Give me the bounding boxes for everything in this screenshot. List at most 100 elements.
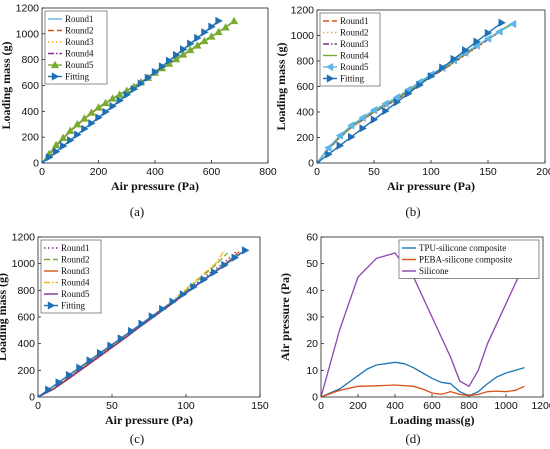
- legend: TPU-silicone composite PEBA-silicone comp…: [398, 239, 540, 279]
- series-point: [109, 102, 117, 111]
- y-tick-label: 800: [296, 56, 314, 68]
- series-point: [115, 90, 124, 98]
- x-tick-label: 600: [203, 166, 221, 178]
- y-axis-title: Loading mass (g): [274, 42, 288, 130]
- series-point: [94, 103, 103, 111]
- series-point: [95, 113, 103, 122]
- y-tick-label: 200: [17, 365, 35, 377]
- series-point: [52, 147, 61, 156]
- series-line: [321, 384, 525, 397]
- y-tick-label: 40: [306, 285, 318, 297]
- x-tick-label: 200: [536, 166, 550, 178]
- legend-label: Round1: [61, 243, 90, 253]
- caption-b: (b): [405, 204, 421, 219]
- series-point: [508, 19, 517, 29]
- legend-label: Round2: [340, 28, 369, 38]
- y-tick-label: 1000: [291, 30, 315, 42]
- x-tick-label: 200: [349, 400, 367, 412]
- series-point: [200, 275, 208, 284]
- series-point: [346, 121, 355, 130]
- legend-marker: [50, 60, 60, 69]
- series-point: [60, 141, 68, 151]
- series-point: [108, 94, 117, 102]
- series-point: [498, 18, 506, 27]
- series-point: [130, 85, 139, 94]
- caption-d: (d): [405, 431, 421, 446]
- y-tick-label: 600: [296, 81, 314, 93]
- y-tick-label: 600: [21, 80, 39, 92]
- series-point: [427, 72, 436, 81]
- series-point: [382, 106, 390, 116]
- series-point: [381, 99, 389, 108]
- series-point: [392, 93, 400, 102]
- legend-label: Fitting: [340, 74, 365, 84]
- series-point: [210, 268, 219, 277]
- series-point: [52, 140, 61, 149]
- x-tick-label: 0: [35, 400, 41, 412]
- series-point: [358, 113, 366, 122]
- y-tick-label: 800: [21, 54, 39, 66]
- y-tick-label: 1000: [16, 28, 40, 40]
- series-point: [179, 50, 188, 58]
- y-tick-label: 400: [21, 106, 39, 118]
- series-point: [59, 133, 68, 141]
- series-point: [462, 46, 470, 55]
- series-point: [348, 132, 356, 142]
- series-point: [74, 130, 82, 139]
- x-axis-title: Air pressure (Pa): [105, 413, 193, 427]
- series-point: [38, 394, 43, 397]
- legend-label: Round1: [65, 14, 94, 24]
- legend-label: Round1: [340, 16, 369, 26]
- y-axis-title: Air pressure (Pa): [278, 273, 292, 361]
- x-tick-label: 50: [368, 166, 380, 178]
- series-point: [55, 378, 63, 387]
- y-tick-label: 50: [306, 258, 318, 270]
- series-line: [321, 361, 525, 397]
- chart-panel-d: 0 200 400 600 800 1000 1200 0 10 20 30 40 50 60 Loadin…: [278, 232, 550, 428]
- legend-label: Silicone: [419, 266, 449, 276]
- series-point: [88, 119, 96, 128]
- x-tick-label: 100: [177, 400, 195, 412]
- series-point: [107, 341, 115, 350]
- y-tick-label: 200: [21, 132, 39, 144]
- x-tick-label: 800: [460, 400, 478, 412]
- y-tick-label: 0: [33, 158, 39, 170]
- caption-c: (c): [129, 431, 145, 446]
- x-tick-label: 50: [106, 400, 118, 412]
- legend-label: Round2: [61, 255, 90, 265]
- series-point: [42, 160, 47, 163]
- series-point: [221, 260, 229, 270]
- series-tpu-silicone-composite: [321, 361, 525, 397]
- y-tick-label: 60: [306, 232, 318, 244]
- series-point: [96, 348, 105, 358]
- legend-label: Round2: [65, 26, 94, 36]
- series-point: [65, 370, 74, 380]
- caption-a: (a): [129, 204, 145, 219]
- x-tick-label: 1200: [531, 400, 550, 412]
- series-point: [242, 246, 250, 255]
- series-point: [484, 28, 493, 38]
- series-point: [148, 312, 157, 321]
- legend-label: Round5: [61, 289, 90, 299]
- series-point: [66, 126, 75, 134]
- series-point: [123, 90, 131, 99]
- x-tick-label: 0: [314, 166, 320, 178]
- y-tick-label: 0: [312, 392, 318, 404]
- series-point: [215, 16, 223, 26]
- legend-label: PEBA-silicone composite: [419, 255, 512, 265]
- series-point: [193, 41, 202, 49]
- series-peba-silicone-composite: [321, 384, 525, 397]
- series-point: [370, 115, 379, 124]
- y-tick-label: 400: [17, 338, 35, 350]
- y-tick-label: 0: [308, 158, 314, 170]
- series-point: [128, 326, 136, 336]
- legend-label: Round4: [61, 278, 90, 288]
- series-point: [144, 73, 153, 82]
- x-axis-title: Air pressure (Pa): [111, 179, 199, 193]
- legend-label: Round4: [340, 51, 369, 61]
- series-point: [169, 297, 177, 306]
- series-point: [180, 45, 188, 54]
- y-tick-label: 30: [306, 312, 318, 324]
- series-point: [159, 304, 167, 314]
- series-point: [190, 282, 198, 292]
